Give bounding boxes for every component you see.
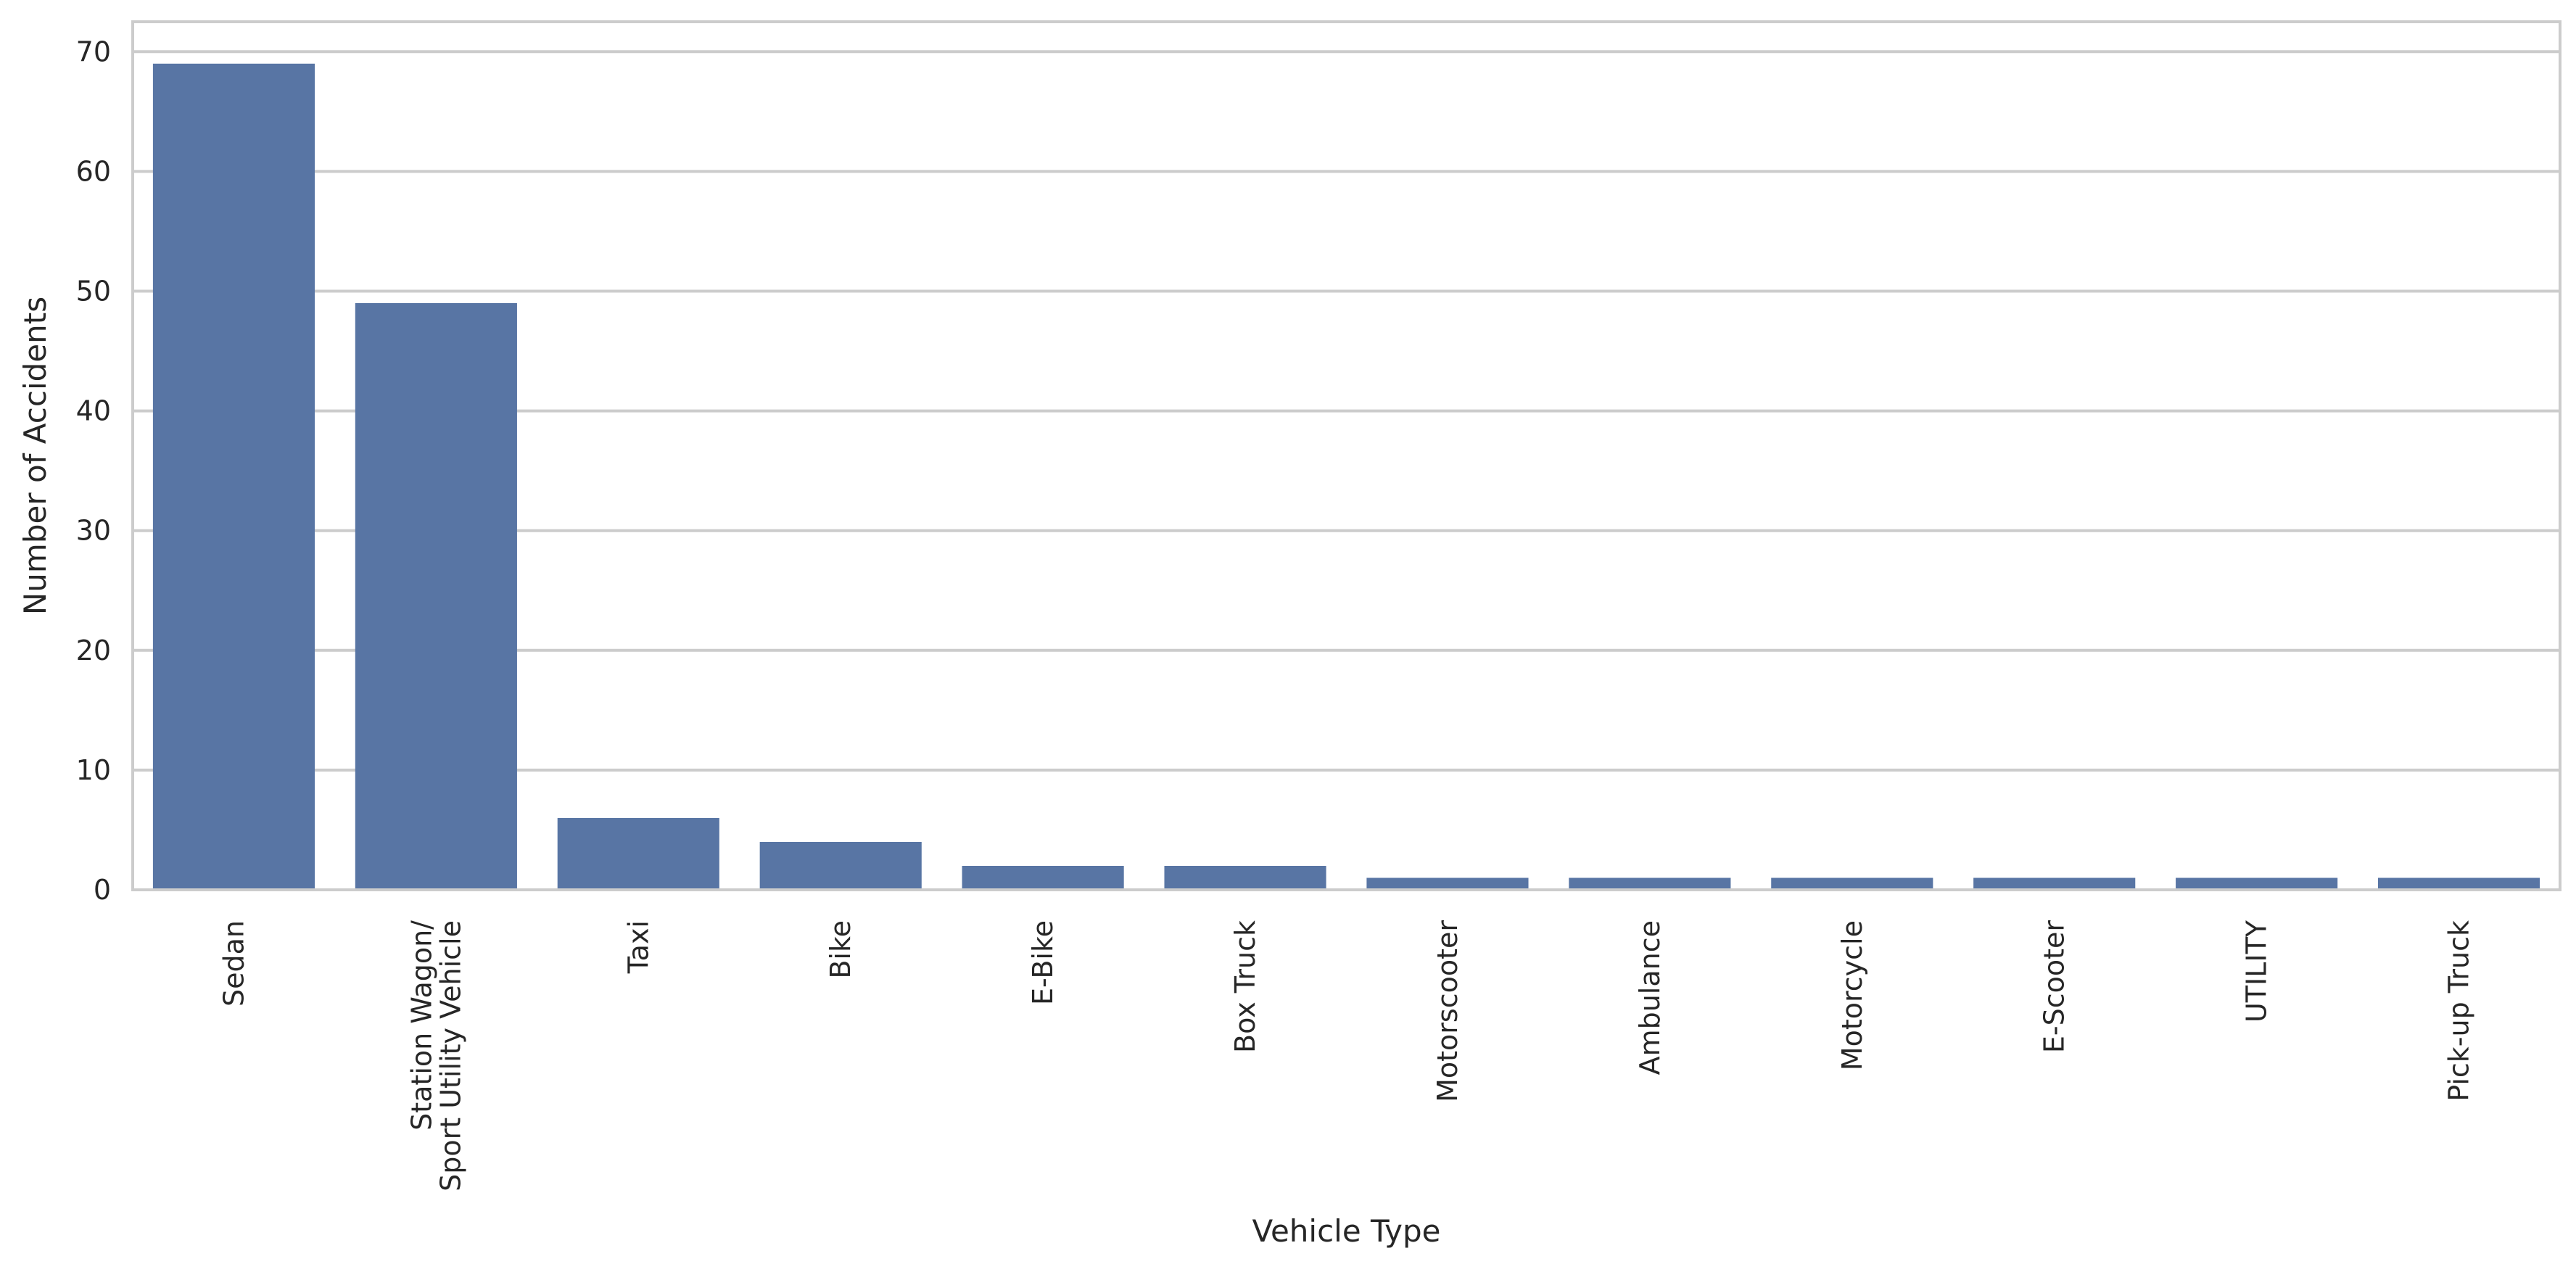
- bar-utility: [2176, 877, 2338, 890]
- y-tick-label: 0: [94, 874, 111, 906]
- y-tick-label: 20: [76, 635, 111, 666]
- bar-box-truck: [1164, 865, 1326, 890]
- x-tick-label-group: Pick-up Truck: [2443, 920, 2475, 1102]
- bars: [152, 63, 2540, 890]
- x-tick-label: Station Wagon/: [405, 920, 437, 1131]
- x-tick-label: E-Bike: [1027, 920, 1059, 1005]
- x-tick-label-group: Motorcycle: [1836, 920, 1868, 1070]
- y-tick-label: 10: [76, 754, 111, 786]
- x-tick-label-group: Motorscooter: [1432, 920, 1464, 1102]
- x-tick-label: Ambulance: [1634, 920, 1666, 1075]
- y-tick-label: 60: [76, 155, 111, 187]
- x-tick-label-group: E-Bike: [1027, 920, 1059, 1005]
- x-tick-label: Pick-up Truck: [2443, 920, 2475, 1102]
- x-tick-label-group: Station Wagon/Sport Utility Vehicle: [405, 920, 466, 1192]
- bar-sedan: [152, 63, 315, 890]
- x-tick-label: E-Scooter: [2039, 920, 2071, 1054]
- x-tick-label: Box Truck: [1229, 920, 1261, 1053]
- y-tick-labels: 0 10 20 30 40 50 60 70: [76, 36, 111, 906]
- x-tick-label: Bike: [825, 920, 856, 979]
- bar-taxi: [557, 817, 719, 890]
- y-tick-label: 50: [76, 275, 111, 307]
- x-tick-label: Sport Utility Vehicle: [434, 920, 466, 1192]
- x-tick-label: Motorcycle: [1836, 920, 1868, 1070]
- x-tick-label-group: E-Scooter: [2039, 920, 2071, 1054]
- x-tick-label: UTILITY: [2241, 920, 2273, 1023]
- x-tick-label-group: Ambulance: [1634, 920, 1666, 1075]
- bar-bike: [759, 841, 922, 890]
- bar-ambulance: [1569, 877, 1731, 890]
- y-tick-label: 40: [76, 395, 111, 427]
- x-tick-label: Sedan: [218, 920, 249, 1007]
- plot-frame: [131, 20, 2561, 891]
- bar-pick-up-truck: [2377, 877, 2540, 890]
- y-tick-label: 70: [76, 36, 111, 67]
- bar-motorcycle: [1771, 877, 1933, 890]
- y-axis-label: Number of Accidents: [17, 297, 53, 615]
- x-tick-label-group: Sedan: [218, 920, 249, 1007]
- x-axis-label: Vehicle Type: [1252, 1213, 1440, 1249]
- bar-e-scooter: [1973, 877, 2136, 890]
- bar-station-wagon-sport-utility-vehicle: [355, 302, 517, 890]
- x-tick-label-group: Bike: [825, 920, 856, 979]
- x-tick-labels: Sedan Station Wagon/Sport Utility Vehicle…: [218, 920, 2474, 1192]
- x-tick-label: Motorscooter: [1432, 920, 1464, 1102]
- x-tick-label-group: Taxi: [622, 920, 654, 974]
- bar-e-bike: [962, 865, 1124, 890]
- x-tick-label-group: UTILITY: [2241, 920, 2273, 1023]
- y-tick-label: 30: [76, 515, 111, 547]
- x-tick-label-group: Box Truck: [1229, 920, 1261, 1053]
- x-tick-label: Taxi: [622, 920, 654, 974]
- bar-motorscooter: [1366, 877, 1529, 890]
